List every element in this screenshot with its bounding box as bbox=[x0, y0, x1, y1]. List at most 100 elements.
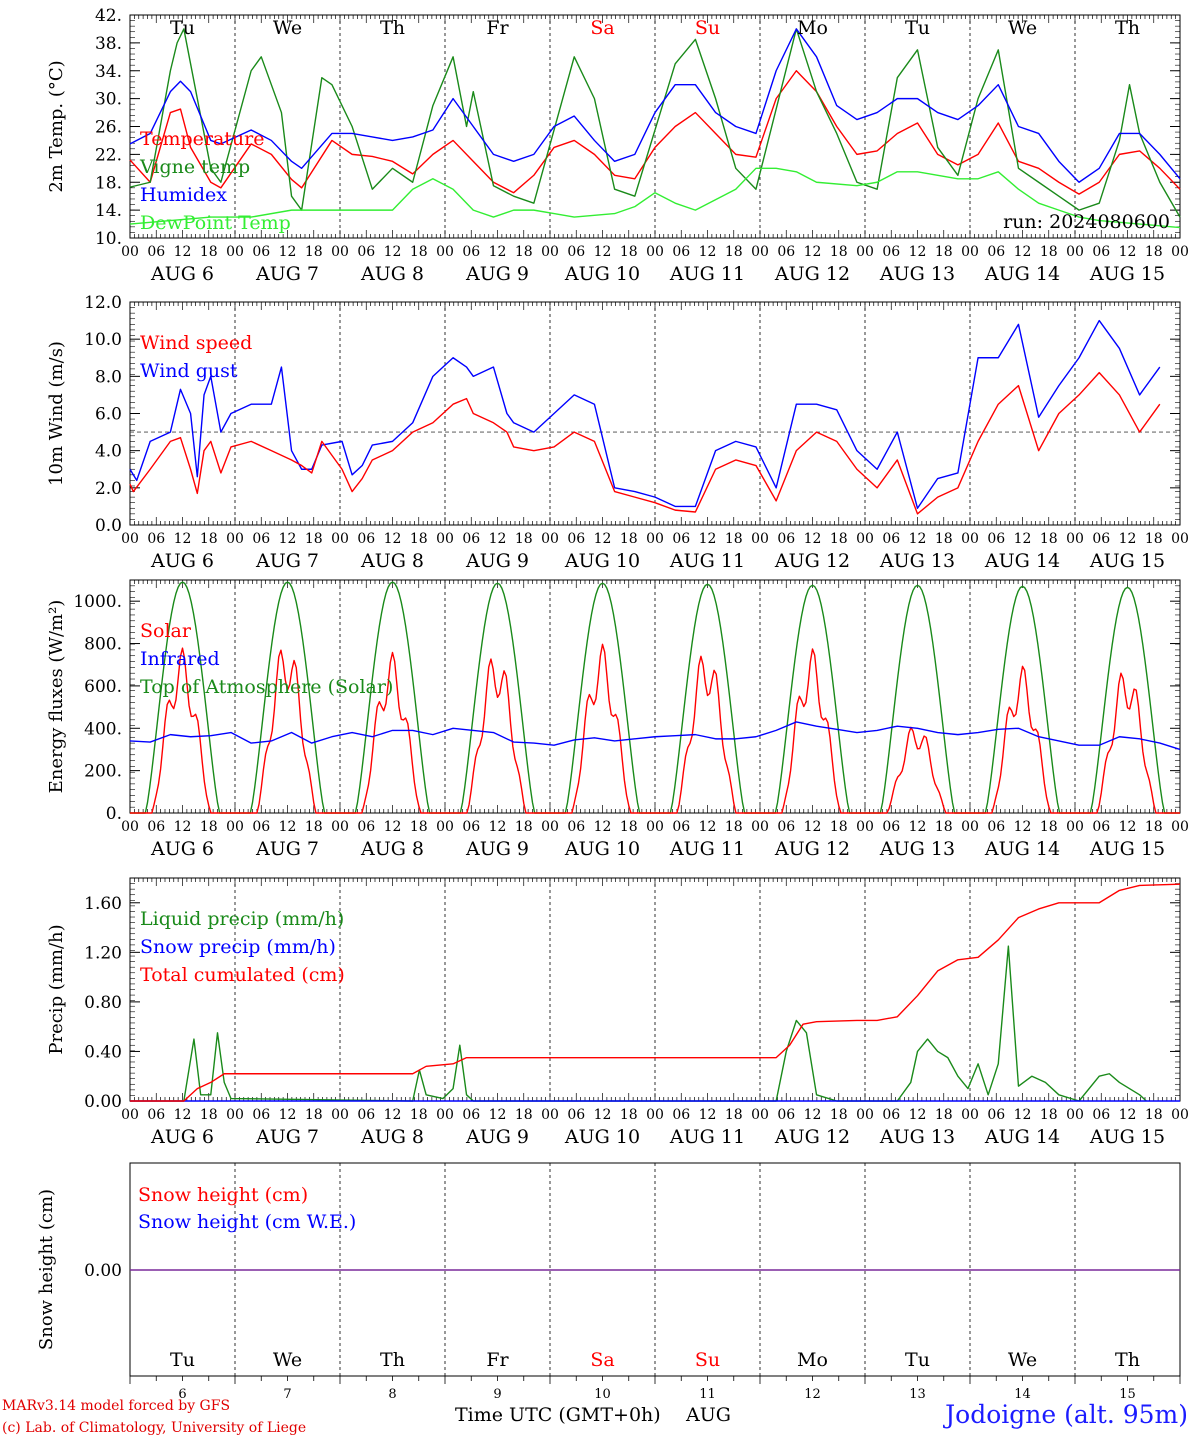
hour-tick-label: 18 bbox=[410, 244, 428, 260]
hour-tick-label: 12 bbox=[909, 1107, 927, 1123]
date-label: AUG 8 bbox=[360, 838, 424, 860]
weekday-label: Su bbox=[695, 1349, 720, 1371]
date-label: AUG 9 bbox=[465, 838, 529, 860]
day-number-label: 14 bbox=[1014, 1387, 1031, 1402]
panel-1-frame bbox=[129, 14, 1181, 239]
date-label: AUG 15 bbox=[1089, 263, 1165, 285]
hour-tick-label: 12 bbox=[1014, 1107, 1032, 1123]
hour-tick-label: 12 bbox=[1119, 244, 1137, 260]
y-tick-label: 18. bbox=[95, 173, 122, 193]
hour-tick-label: 18 bbox=[305, 531, 323, 547]
hour-tick-label: 12 bbox=[804, 819, 822, 835]
hour-tick-label: 18 bbox=[1040, 531, 1058, 547]
hour-tick-label: 12 bbox=[384, 531, 402, 547]
hour-tick-label: 00 bbox=[121, 531, 139, 547]
hour-tick-label: 18 bbox=[620, 531, 638, 547]
hour-tick-label: 00 bbox=[436, 531, 454, 547]
day-number-label: 6 bbox=[178, 1387, 186, 1402]
hour-tick-label: 12 bbox=[594, 244, 612, 260]
hour-tick-label: 12 bbox=[1014, 244, 1032, 260]
date-label: AUG 6 bbox=[150, 263, 214, 285]
date-label: AUG 8 bbox=[360, 1126, 424, 1148]
y-tick-label: 0.80 bbox=[84, 993, 122, 1013]
hour-tick-label: 00 bbox=[541, 531, 559, 547]
hour-tick-label: 06 bbox=[567, 244, 585, 260]
y-tick-label: 0.00 bbox=[84, 1092, 122, 1112]
hour-tick-label: 18 bbox=[1040, 1107, 1058, 1123]
hour-tick-label: 06 bbox=[252, 819, 270, 835]
day-number-label: 9 bbox=[493, 1387, 501, 1402]
hour-tick-label: 18 bbox=[935, 244, 953, 260]
legend-temperature: Temperature bbox=[140, 128, 264, 150]
date-label: AUG 9 bbox=[465, 263, 529, 285]
hour-tick-label: 00 bbox=[961, 531, 979, 547]
hour-tick-label: 06 bbox=[1092, 819, 1110, 835]
weekday-label: We bbox=[1008, 1349, 1037, 1371]
hour-tick-label: 00 bbox=[541, 244, 559, 260]
day-number-label: 15 bbox=[1119, 1387, 1136, 1402]
hour-tick-label: 18 bbox=[410, 531, 428, 547]
hour-tick-label: 12 bbox=[594, 1107, 612, 1123]
time-axis-title: Time UTC (GMT+0h) bbox=[455, 1404, 661, 1426]
hour-tick-label: 06 bbox=[147, 819, 165, 835]
hour-tick-label: 12 bbox=[279, 1107, 297, 1123]
hour-tick-label: 06 bbox=[672, 531, 690, 547]
hour-tick-label: 06 bbox=[567, 1107, 585, 1123]
hour-tick-label: 18 bbox=[200, 819, 218, 835]
date-label: AUG 12 bbox=[774, 263, 850, 285]
hour-tick-label: 06 bbox=[882, 531, 900, 547]
station-name: Jodoigne (alt. 95m) bbox=[945, 1400, 1188, 1429]
date-label: AUG 7 bbox=[255, 550, 319, 572]
hour-tick-label: 00 bbox=[751, 819, 769, 835]
hour-tick-label: 12 bbox=[804, 531, 822, 547]
hour-tick-label: 12 bbox=[909, 531, 927, 547]
y-tick-label: 6.0 bbox=[95, 405, 122, 425]
hour-tick-label: 06 bbox=[882, 819, 900, 835]
date-label: AUG 11 bbox=[669, 550, 745, 572]
hour-tick-label: 06 bbox=[777, 531, 795, 547]
weekday-label: Su bbox=[695, 17, 720, 39]
y-tick-label: 1000. bbox=[73, 592, 122, 612]
hour-tick-label: 12 bbox=[489, 244, 507, 260]
hour-tick-label: 18 bbox=[935, 1107, 953, 1123]
date-label: AUG 14 bbox=[984, 550, 1060, 572]
y-axis-label: Precip (mm/h) bbox=[46, 924, 67, 1054]
day-number-label: 10 bbox=[594, 1387, 611, 1402]
hour-tick-label: 12 bbox=[699, 244, 717, 260]
hour-tick-label: 06 bbox=[777, 819, 795, 835]
hour-tick-label: 18 bbox=[935, 819, 953, 835]
hour-tick-label: 12 bbox=[279, 531, 297, 547]
hour-tick-label: 12 bbox=[1119, 819, 1137, 835]
hour-tick-label: 06 bbox=[252, 531, 270, 547]
day-number-label: 13 bbox=[909, 1387, 926, 1402]
hour-tick-label: 06 bbox=[252, 244, 270, 260]
hour-tick-label: 00 bbox=[856, 531, 874, 547]
y-tick-label: 2.0 bbox=[95, 479, 122, 499]
date-label: AUG 12 bbox=[774, 550, 850, 572]
hour-tick-label: 18 bbox=[620, 1107, 638, 1123]
weekday-label: We bbox=[1008, 17, 1037, 39]
y-tick-label: 14. bbox=[95, 201, 122, 221]
hour-tick-label: 06 bbox=[1092, 1107, 1110, 1123]
weekday-label: Tu bbox=[170, 1349, 195, 1371]
series-line-wind-speed bbox=[129, 371, 1161, 515]
hour-tick-label: 12 bbox=[1119, 531, 1137, 547]
date-label: AUG 12 bbox=[774, 838, 850, 860]
date-label: AUG 11 bbox=[669, 838, 745, 860]
hour-tick-label: 00 bbox=[961, 244, 979, 260]
weekday-label: Tu bbox=[170, 17, 195, 39]
hour-tick-label: 12 bbox=[384, 1107, 402, 1123]
date-label: AUG 13 bbox=[879, 838, 955, 860]
date-label: AUG 14 bbox=[984, 838, 1060, 860]
legend-snow-precip-mm-h-: Snow precip (mm/h) bbox=[140, 936, 336, 958]
series-line-vigne-temp bbox=[129, 28, 1181, 218]
hour-tick-label: 12 bbox=[699, 531, 717, 547]
hour-tick-label: 12 bbox=[594, 819, 612, 835]
hour-tick-label: 12 bbox=[1014, 819, 1032, 835]
hour-tick-label: 18 bbox=[515, 531, 533, 547]
legend-total-cumulated-cm-: Total cumulated (cm) bbox=[140, 964, 345, 986]
hour-tick-label: 12 bbox=[174, 819, 192, 835]
hour-tick-label: 06 bbox=[987, 1107, 1005, 1123]
hour-tick-label: 00 bbox=[1066, 244, 1084, 260]
hour-tick-label: 00 bbox=[331, 1107, 349, 1123]
